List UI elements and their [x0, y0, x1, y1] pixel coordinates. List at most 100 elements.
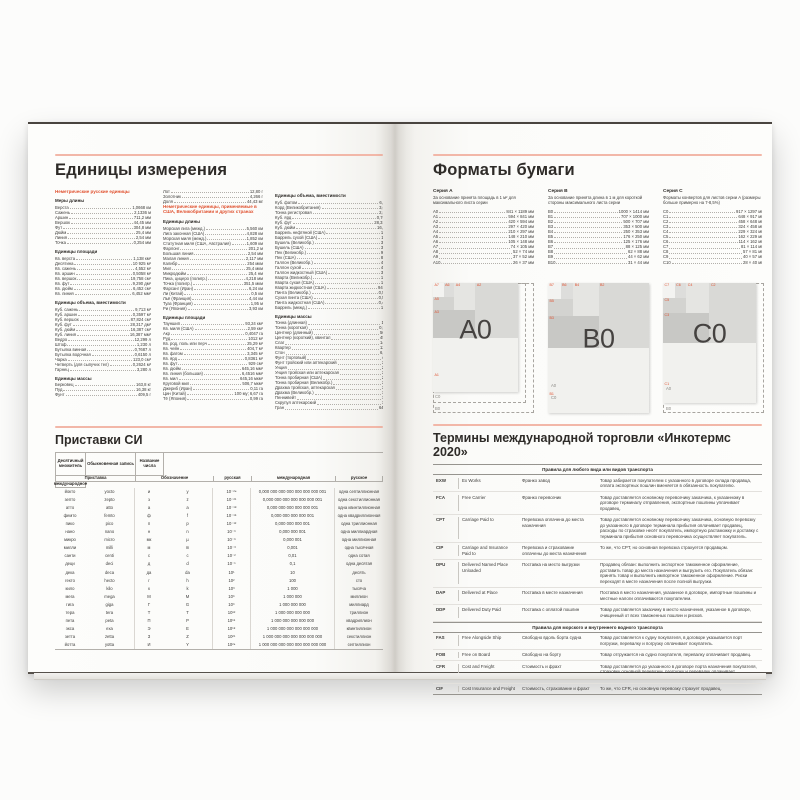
unit-value: 16,387 мм³	[129, 331, 151, 337]
unit-name: Чарка	[55, 356, 67, 362]
si-cell: h	[163, 576, 213, 585]
unit-name: Верста	[55, 205, 69, 211]
si-cell: 10³	[213, 584, 251, 593]
unit-row: Сажень 2,1336 м	[55, 210, 151, 215]
incoterm-name-en: Delivered at Place	[462, 590, 498, 595]
unit-row: Тонна (длинная) 1,016 т	[275, 320, 383, 325]
unit-name: Ведро	[55, 336, 68, 342]
dotted-leader	[307, 323, 381, 325]
dotted-leader	[669, 216, 738, 218]
unit-name: Туаз (Франция)	[163, 300, 193, 306]
unit-value: 163,7 л	[380, 304, 383, 310]
dotted-leader	[554, 257, 627, 259]
dotted-leader	[177, 359, 244, 361]
dotted-leader	[669, 227, 738, 229]
dotted-leader	[296, 257, 380, 259]
format-cell: C2	[709, 283, 756, 343]
unit-name: Калибр	[163, 260, 178, 266]
unit-row: Фут 304,8 мм	[55, 225, 151, 230]
unit-name: Золотник	[163, 194, 181, 199]
si-cell: zepto	[85, 495, 135, 504]
si-cell: атто	[65, 504, 75, 510]
unit-value: 4,218 мм	[245, 275, 263, 281]
dotted-leader	[292, 222, 374, 224]
incoterm-code: EXW	[433, 477, 459, 489]
unit-name: Акр	[163, 331, 170, 337]
si-cell: П	[147, 618, 151, 624]
si-table-row: микро micro мк µ 10⁻⁶ 0,000 001 одна миллионна…	[55, 536, 383, 545]
format-cell: A3	[433, 310, 476, 338]
dotted-leader	[554, 211, 618, 213]
unit-name: Куб. фатом	[275, 199, 298, 205]
format-cell: C5	[663, 297, 687, 313]
dotted-leader	[439, 257, 512, 259]
si-cell: кило	[65, 585, 75, 591]
unit-row: Гарнец 3,280 л	[55, 367, 151, 372]
unit-row: Руд 1012 м²	[163, 336, 263, 341]
unit-row: Фарлонг 201,2 м	[163, 246, 263, 251]
unit-name: Слаг	[275, 340, 285, 346]
unit-row: Кв. миля (США) 2,59 км²	[163, 326, 263, 331]
unit-name: Гран	[275, 405, 285, 411]
unit-row: Статутная миля (США, Австралия) 1,609 км	[163, 241, 263, 246]
unit-row: Кв. линия 6,452 мм²	[55, 291, 151, 296]
unit-row: Фарсанг (Иран) 6,24 км	[163, 286, 263, 291]
unit-value: 1,230 л	[136, 341, 151, 347]
dotted-leader	[67, 344, 136, 346]
format-row: C7 81 × 114 мм	[663, 244, 762, 249]
incoterms-table: Правила для любого вида или видов трансп…	[433, 464, 762, 695]
series-title: Серия A	[433, 189, 453, 194]
unit-name: A7	[433, 244, 439, 250]
si-cell: 10⁻³	[213, 544, 251, 553]
si-cell: 0,01	[251, 552, 335, 561]
unit-name: Драхма тройская, аптекарская	[275, 385, 335, 391]
unit-value: 93,24 км²	[245, 321, 263, 327]
dotted-leader	[669, 257, 742, 259]
si-table-row: йокто yocto и y 10⁻²⁴ 0,000 000 000 000 000 0…	[55, 487, 383, 496]
si-cell: 10⁻¹⁵	[213, 511, 251, 520]
si-table-row: зепто zepto з z 10⁻²¹ 0,000 000 000 000 000 0…	[55, 495, 383, 504]
incoterms-group-header: Правила для морского и внутреннего водно…	[433, 621, 762, 633]
si-cell: Э	[147, 626, 151, 632]
unit-name: C6	[663, 239, 669, 245]
si-cell: септиллион	[347, 642, 371, 648]
unit-value: 10 925 м²	[132, 260, 151, 266]
unit-row: Куб. фатом 6,116 м³	[275, 200, 383, 205]
unit-row: Морская миля (межд.) 1,852 км	[163, 236, 263, 241]
si-cell: одна десятая	[345, 561, 373, 567]
unit-value: 3,93 км	[248, 305, 263, 311]
dotted-leader	[67, 359, 132, 361]
unit-row: Кв. вершок 19,758 см²	[55, 276, 151, 281]
si-table-row: деци deci д d 10⁻¹ 0,1 одна десятая	[55, 560, 383, 569]
unit-name: Фунт тройский или аптекарский	[275, 360, 337, 366]
unit-value: 1,138 км²	[133, 255, 151, 261]
si-cell: фемто	[63, 512, 77, 518]
unit-name: Бушель (США)	[275, 244, 304, 250]
unit-row: Штоф 1,230 л	[55, 342, 151, 347]
incoterm-name-ru: Поставка на место выгрузки	[522, 562, 580, 567]
si-cell: триллион	[349, 610, 369, 615]
si-cell: 1 000 000 000 000 000 000 000 000	[251, 641, 335, 650]
unit-value: 506,7 мкм²	[242, 381, 263, 387]
dotted-leader	[208, 278, 245, 280]
si-cell: одна секстиллионная	[338, 496, 380, 502]
unit-name: Кв. дюйм	[163, 366, 181, 372]
dotted-leader	[187, 399, 249, 401]
unit-name: Унция тройская или аптекарская	[275, 370, 339, 376]
unit-name: Куб. фут	[55, 321, 72, 327]
unit-name: Пуд	[55, 387, 63, 393]
format-cell: B7	[548, 283, 561, 300]
unit-value: 711,2 мм	[133, 215, 151, 221]
format-cell-label: A7	[434, 283, 439, 287]
incoterm-name-ru: Перевозка и страхование оплачены до мест…	[522, 545, 587, 556]
format-row: A7 74 × 105 мм	[433, 244, 534, 249]
unit-row: Четверть (для сыпучих тел) 0,2624 м³	[55, 362, 151, 367]
si-cell: И	[147, 642, 151, 648]
dotted-leader	[302, 267, 380, 269]
si-cell: 1 000 000	[251, 592, 335, 601]
format-cell: B2	[598, 283, 649, 348]
unit-value: 0,8361 м²	[244, 356, 263, 362]
unit-value: 81 × 114 мм	[740, 244, 762, 250]
format-row: B6 125 × 176 мм	[548, 239, 649, 244]
unit-name: Тауншип	[163, 321, 181, 327]
